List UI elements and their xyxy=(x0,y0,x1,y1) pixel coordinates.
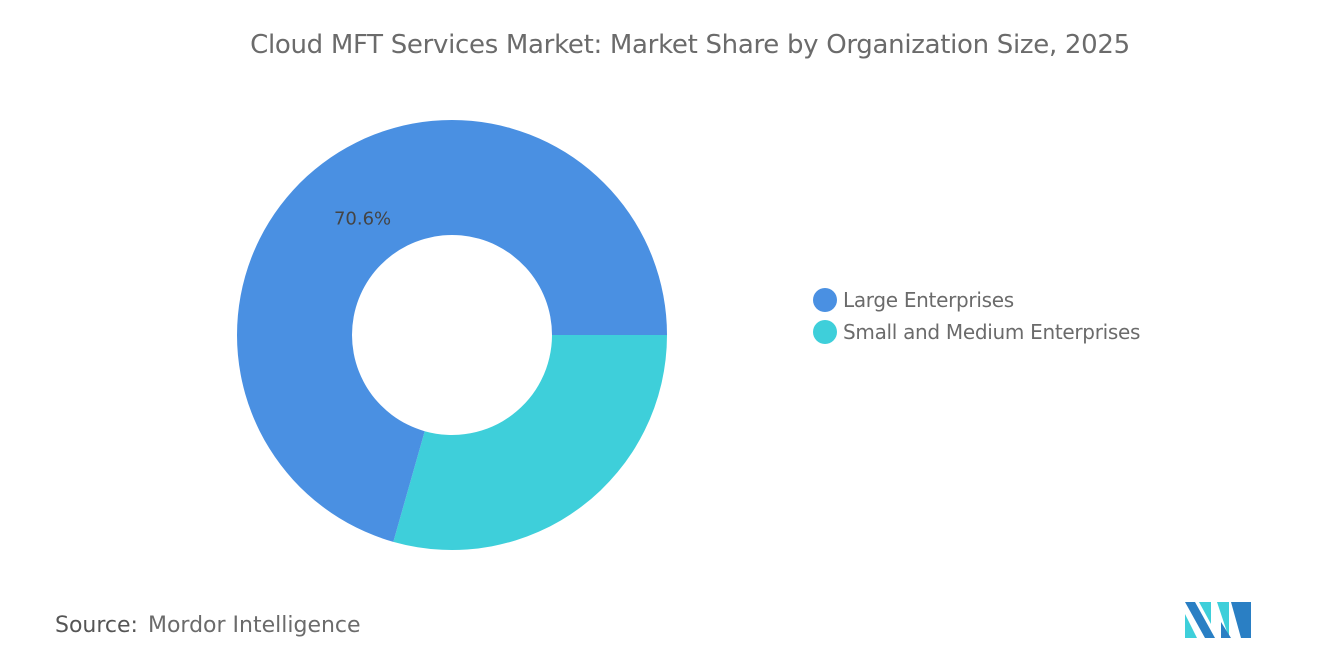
source-value: Mordor Intelligence xyxy=(147,613,361,638)
legend: Large Enterprises Small and Medium Enter… xyxy=(813,284,1140,348)
source-note: Source: Mordor Intelligence xyxy=(55,613,361,638)
source-label: Source: xyxy=(55,613,138,638)
legend-swatch-large xyxy=(813,288,837,312)
legend-swatch-sme xyxy=(813,320,837,344)
legend-label: Large Enterprises xyxy=(843,288,1014,312)
legend-label: Small and Medium Enterprises xyxy=(843,320,1141,344)
data-label: 70.6% xyxy=(334,208,391,229)
slice-large-enterprises xyxy=(237,119,667,542)
legend-item-large-enterprises: Large Enterprises xyxy=(813,284,1140,316)
slice-small-and-medium-enterprises xyxy=(393,335,667,550)
chart-title: Cloud MFT Services Market: Market Share … xyxy=(250,30,1130,60)
mordor-intelligence-logo xyxy=(1185,602,1251,638)
legend-item-sme: Small and Medium Enterprises xyxy=(813,316,1140,348)
